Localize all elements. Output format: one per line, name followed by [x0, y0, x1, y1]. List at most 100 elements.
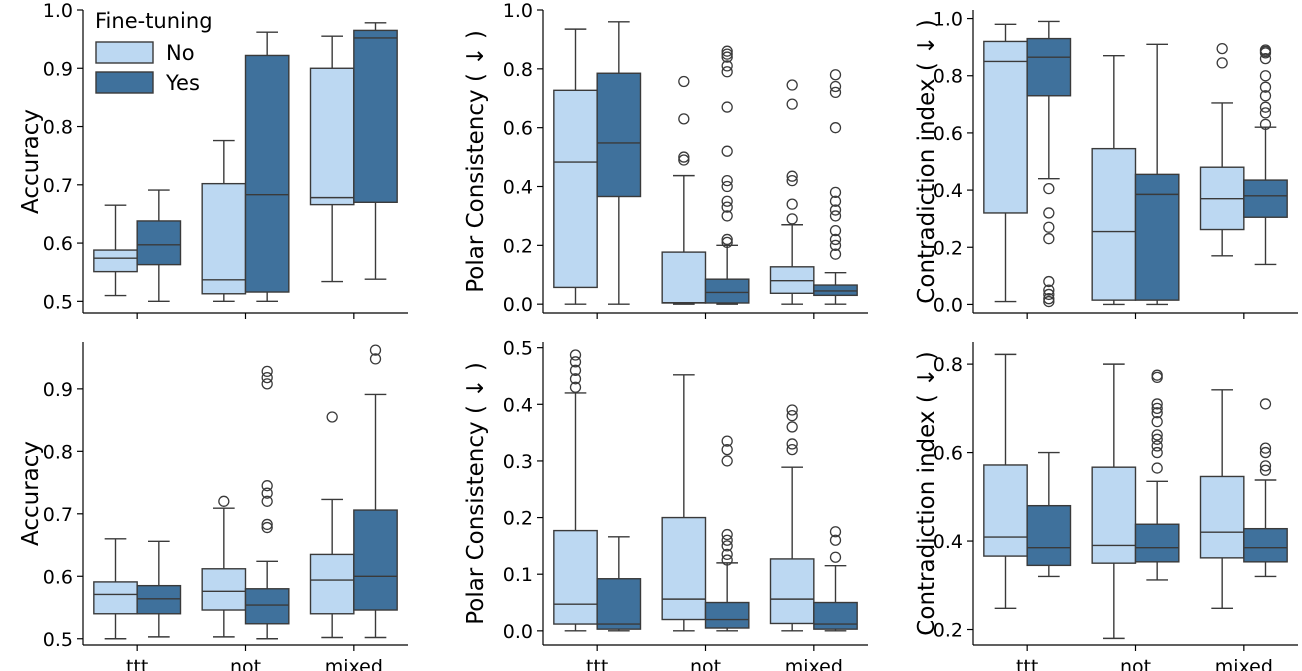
outlier-point: [569, 349, 582, 361]
outlier-point: [1043, 221, 1055, 233]
box-body: [983, 40, 1028, 214]
y-axis-label: Accuracy: [18, 441, 44, 546]
outlier-point: [1259, 107, 1272, 119]
outlier-point: [829, 248, 842, 260]
box-no-ttt: [553, 349, 598, 632]
outlier-point: [1043, 295, 1055, 308]
box-yes-not: [704, 435, 750, 632]
box-body: [244, 588, 290, 625]
outlier-point: [829, 233, 842, 246]
y-tick-label: 0.8: [933, 66, 963, 88]
y-axis-label: Contradiction index ( ↓ ): [914, 19, 940, 303]
y-tick-label: 0.4: [933, 531, 963, 553]
outlier-point: [1151, 462, 1163, 474]
box-body: [813, 284, 858, 297]
outlier-point: [1259, 101, 1272, 113]
outlier-point: [569, 364, 582, 376]
box-body: [1091, 466, 1137, 564]
box-body: [1134, 173, 1180, 301]
y-tick-label: 0.2: [933, 237, 963, 259]
outlier-point: [721, 455, 733, 467]
box-body: [1091, 147, 1137, 301]
box-yes-mixed: [353, 22, 398, 280]
y-tick-label: 0.7: [43, 175, 73, 197]
y-tick-label: 0.1: [503, 564, 533, 586]
x-tick-label: ttt: [126, 656, 148, 671]
x-tick-label: not: [230, 656, 261, 671]
outlier-point: [1259, 442, 1272, 454]
outlier-point: [1259, 118, 1272, 130]
outlier-point: [721, 210, 733, 222]
y-tick-label: 0.6: [43, 566, 73, 588]
box-no-ttt: [983, 23, 1028, 303]
box-yes-ttt: [136, 189, 182, 303]
box-yes-ttt: [1026, 20, 1072, 308]
outlier-point: [261, 365, 273, 378]
y-axis-label: Contradiction index ( ↓ ): [914, 351, 940, 635]
legend-swatch-no: [95, 41, 154, 64]
y-tick-label: 0.7: [43, 504, 73, 526]
outlier-point: [829, 534, 842, 546]
outlier-point: [1216, 42, 1228, 55]
x-tick-label: ttt: [586, 656, 608, 671]
outlier-point: [1043, 288, 1055, 301]
outlier-point: [1151, 369, 1163, 381]
outlier-point: [1043, 233, 1055, 245]
outlier-point: [829, 239, 842, 251]
box-body: [1243, 179, 1288, 218]
box-no-mixed: [1199, 42, 1245, 257]
y-tick-label: 0.6: [43, 233, 73, 255]
box-no-ttt: [93, 538, 138, 640]
outlier-point: [721, 233, 733, 246]
legend-label-yes: Yes: [165, 71, 200, 95]
box-body: [983, 464, 1028, 557]
panel-6: 0.2 0.4 0.6 0.8 ttt not mixed Contradiction ind…: [914, 342, 1298, 671]
box-body: [553, 89, 598, 289]
box-no-ttt: [983, 353, 1028, 609]
box-body: [201, 568, 247, 611]
outlier-point: [721, 548, 733, 561]
y-tick-label: 0.9: [43, 379, 73, 401]
x-tick-label: mixed: [1215, 656, 1273, 671]
outlier-point: [721, 66, 733, 78]
box-yes-mixed: [813, 526, 858, 632]
y-tick-label: 0.3: [503, 451, 533, 473]
outlier-point: [786, 79, 798, 91]
outlier-point: [786, 409, 798, 422]
outlier-point: [1151, 446, 1163, 459]
box-body: [353, 29, 398, 203]
box-yes-mixed: [1243, 44, 1288, 266]
outlier-point: [829, 195, 842, 207]
y-tick-label: 0.0: [503, 294, 533, 316]
outlier-point: [678, 75, 690, 88]
y-tick-label: 0.8: [43, 117, 73, 139]
box-body: [1243, 527, 1288, 563]
y-tick-label: 0.5: [43, 629, 73, 651]
y-tick-label: 0.2: [933, 620, 963, 642]
outlier-point: [261, 371, 273, 384]
outlier-point: [369, 353, 382, 365]
outlier-point: [721, 195, 733, 207]
legend: Fine-tuning No Yes: [95, 9, 213, 95]
y-tick-label: 1.0: [933, 9, 963, 31]
outlier-point: [721, 534, 733, 546]
y-tick-label: 0.8: [503, 59, 533, 81]
outlier-point: [829, 204, 842, 216]
outlier-point: [721, 145, 733, 157]
outlier-point: [678, 151, 690, 163]
box-body: [309, 67, 355, 206]
outlier-point: [829, 224, 842, 237]
box-yes-mixed: [1243, 398, 1288, 578]
box-body: [704, 278, 750, 304]
box-no-mixed: [769, 404, 815, 632]
outlier-point: [786, 421, 798, 433]
y-tick-label: 1.0: [43, 0, 73, 22]
y-tick-label: 1.0: [503, 0, 533, 22]
box-no-not: [201, 495, 247, 638]
outlier-point: [678, 154, 690, 166]
y-tick-label: 0.0: [933, 294, 963, 316]
y-tick-label: 0.6: [933, 123, 963, 145]
x-tick-label: mixed: [785, 656, 843, 671]
box-body: [1199, 475, 1245, 559]
outlier-point: [1151, 402, 1163, 415]
